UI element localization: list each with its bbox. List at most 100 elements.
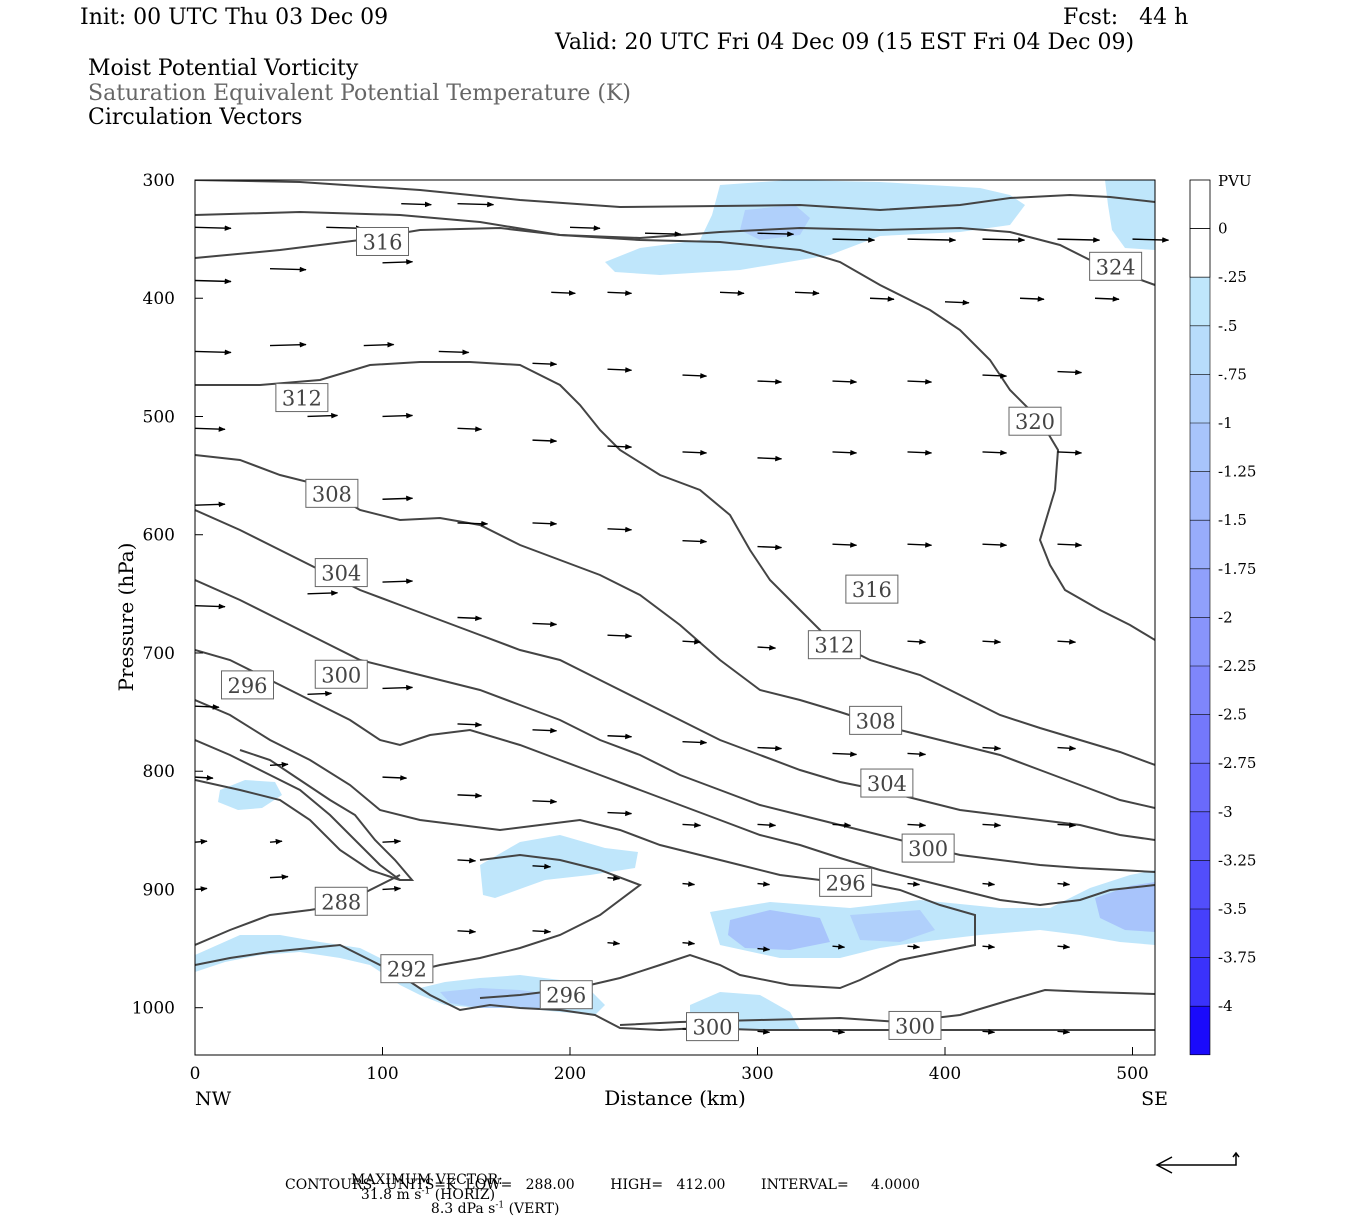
colorbar-swatch <box>1190 763 1210 812</box>
pv-colorbar: PVU 0 -.25 -.5 -.75 -1 -1.25 -1.5 -1.75 -2 -2.25 -2… <box>1189 172 1256 1056</box>
contour-label: 316 <box>362 230 402 254</box>
circulation-vector <box>982 1029 996 1035</box>
y-tick-label: 400 <box>143 289 175 309</box>
circulation-vector <box>757 644 777 651</box>
contour-label-box <box>314 886 368 916</box>
contour-288 <box>195 874 401 946</box>
y-axis-label: Pressure (hPa) <box>114 543 138 692</box>
colorbar-swatch <box>1190 471 1210 521</box>
colorbar-level-label: -3.5 <box>1218 900 1247 918</box>
y-tick-label: 300 <box>143 171 175 191</box>
x-tick-label: 400 <box>929 1064 961 1084</box>
circulation-vector <box>682 639 702 645</box>
circulation-vector <box>457 201 495 208</box>
circulation-vector <box>907 449 933 456</box>
circulation-vector <box>363 341 395 348</box>
contour-label-box <box>901 833 955 863</box>
circulation-vector <box>832 542 858 548</box>
circulation-vector <box>982 822 1002 828</box>
circulation-vector <box>382 259 414 265</box>
field-title-mpv: Moist Potential Vorticity <box>88 56 359 81</box>
circulation-vector <box>1019 296 1045 302</box>
max-vector-horiz: 31.8 m s-1 (HORIZ) <box>360 1186 496 1203</box>
colorbar-swatch <box>1190 423 1210 472</box>
y-tick-label: 800 <box>143 762 175 782</box>
colorbar-level-label: -2.25 <box>1218 657 1256 675</box>
circulation-vector <box>1057 639 1077 645</box>
valid-time: Valid: 20 UTC Fri 04 Dec 09 (15 EST Fri … <box>555 30 1135 55</box>
circulation-vector <box>757 378 783 385</box>
circulation-vector <box>607 526 633 533</box>
circulation-vector <box>982 639 1002 645</box>
colorbar-level-label: -3 <box>1218 803 1233 821</box>
colorbar-swatch <box>1190 1006 1210 1055</box>
colorbar-swatch <box>1190 325 1210 375</box>
contour-label-box <box>356 226 409 256</box>
contour-308 <box>195 509 1155 841</box>
circulation-vector <box>1057 237 1101 243</box>
circulation-vectors <box>194 201 1170 1035</box>
colorbar-swatch <box>1190 568 1210 618</box>
circulation-vector <box>307 590 339 596</box>
contour-292b <box>195 779 401 881</box>
circulation-vector <box>569 225 601 231</box>
colorbar-level-label: -.25 <box>1218 268 1247 286</box>
contour-324-top <box>195 180 1155 212</box>
circulation-vector <box>982 943 996 950</box>
circulation-vector <box>307 412 339 419</box>
circulation-vector <box>532 863 552 870</box>
circulation-vector <box>382 412 414 419</box>
colorbar-level-label: -1.75 <box>1218 560 1256 578</box>
colorbar-swatch <box>1190 666 1210 715</box>
circulation-vector <box>1057 943 1071 950</box>
colorbar-swatch <box>1190 374 1210 423</box>
y-tick-label: 700 <box>143 644 175 664</box>
circulation-vector <box>832 237 876 243</box>
circulation-vector <box>982 373 1008 379</box>
circulation-vector <box>607 810 633 817</box>
circulation-vector <box>907 237 957 243</box>
circulation-vector <box>644 231 682 237</box>
contour-label: 288 <box>321 890 361 914</box>
contour-label: 300 <box>321 663 361 687</box>
circulation-vector <box>532 798 558 805</box>
contour-label: 316 <box>852 578 892 602</box>
circulation-vector <box>682 538 708 545</box>
circulation-vector <box>269 874 289 880</box>
circulation-vector <box>401 201 432 208</box>
contour-label-box <box>888 1010 942 1040</box>
circulation-vector <box>269 838 283 845</box>
circulation-vector <box>607 733 633 740</box>
contour-label: 292 <box>387 958 427 982</box>
contour-label-box <box>221 670 274 700</box>
contour-label: 308 <box>856 709 896 733</box>
circulation-vector <box>682 373 708 379</box>
circulation-vector <box>194 501 226 508</box>
contour-label-box <box>1008 406 1062 436</box>
contour-label: 312 <box>814 634 854 658</box>
circulation-vector <box>907 378 933 385</box>
forecast-hour: Fcst: 44 h <box>1063 5 1189 30</box>
contour-label-box <box>686 1012 739 1042</box>
circulation-vector <box>1057 449 1083 456</box>
x-tick-label: 500 <box>1116 1064 1148 1084</box>
colorbar-level-label: -3.75 <box>1218 949 1256 967</box>
circulation-vector <box>269 341 307 348</box>
circulation-vector <box>757 946 771 952</box>
colorbar-swatch <box>1190 811 1210 861</box>
contour-label-box <box>849 705 903 735</box>
circulation-vector <box>532 361 558 367</box>
circulation-vector <box>382 775 408 781</box>
colorbar-swatch <box>1190 909 1210 958</box>
contour-316 <box>195 361 1155 766</box>
circulation-vector <box>757 231 795 237</box>
circulation-vector <box>1057 822 1077 828</box>
circulation-vector <box>532 520 558 527</box>
circulation-vector <box>382 495 414 502</box>
x-tick-label: 100 <box>366 1064 398 1084</box>
circulation-vector <box>869 296 895 302</box>
contour-label: 296 <box>826 871 866 895</box>
circulation-vector <box>551 290 576 296</box>
circulation-vector <box>194 603 226 610</box>
